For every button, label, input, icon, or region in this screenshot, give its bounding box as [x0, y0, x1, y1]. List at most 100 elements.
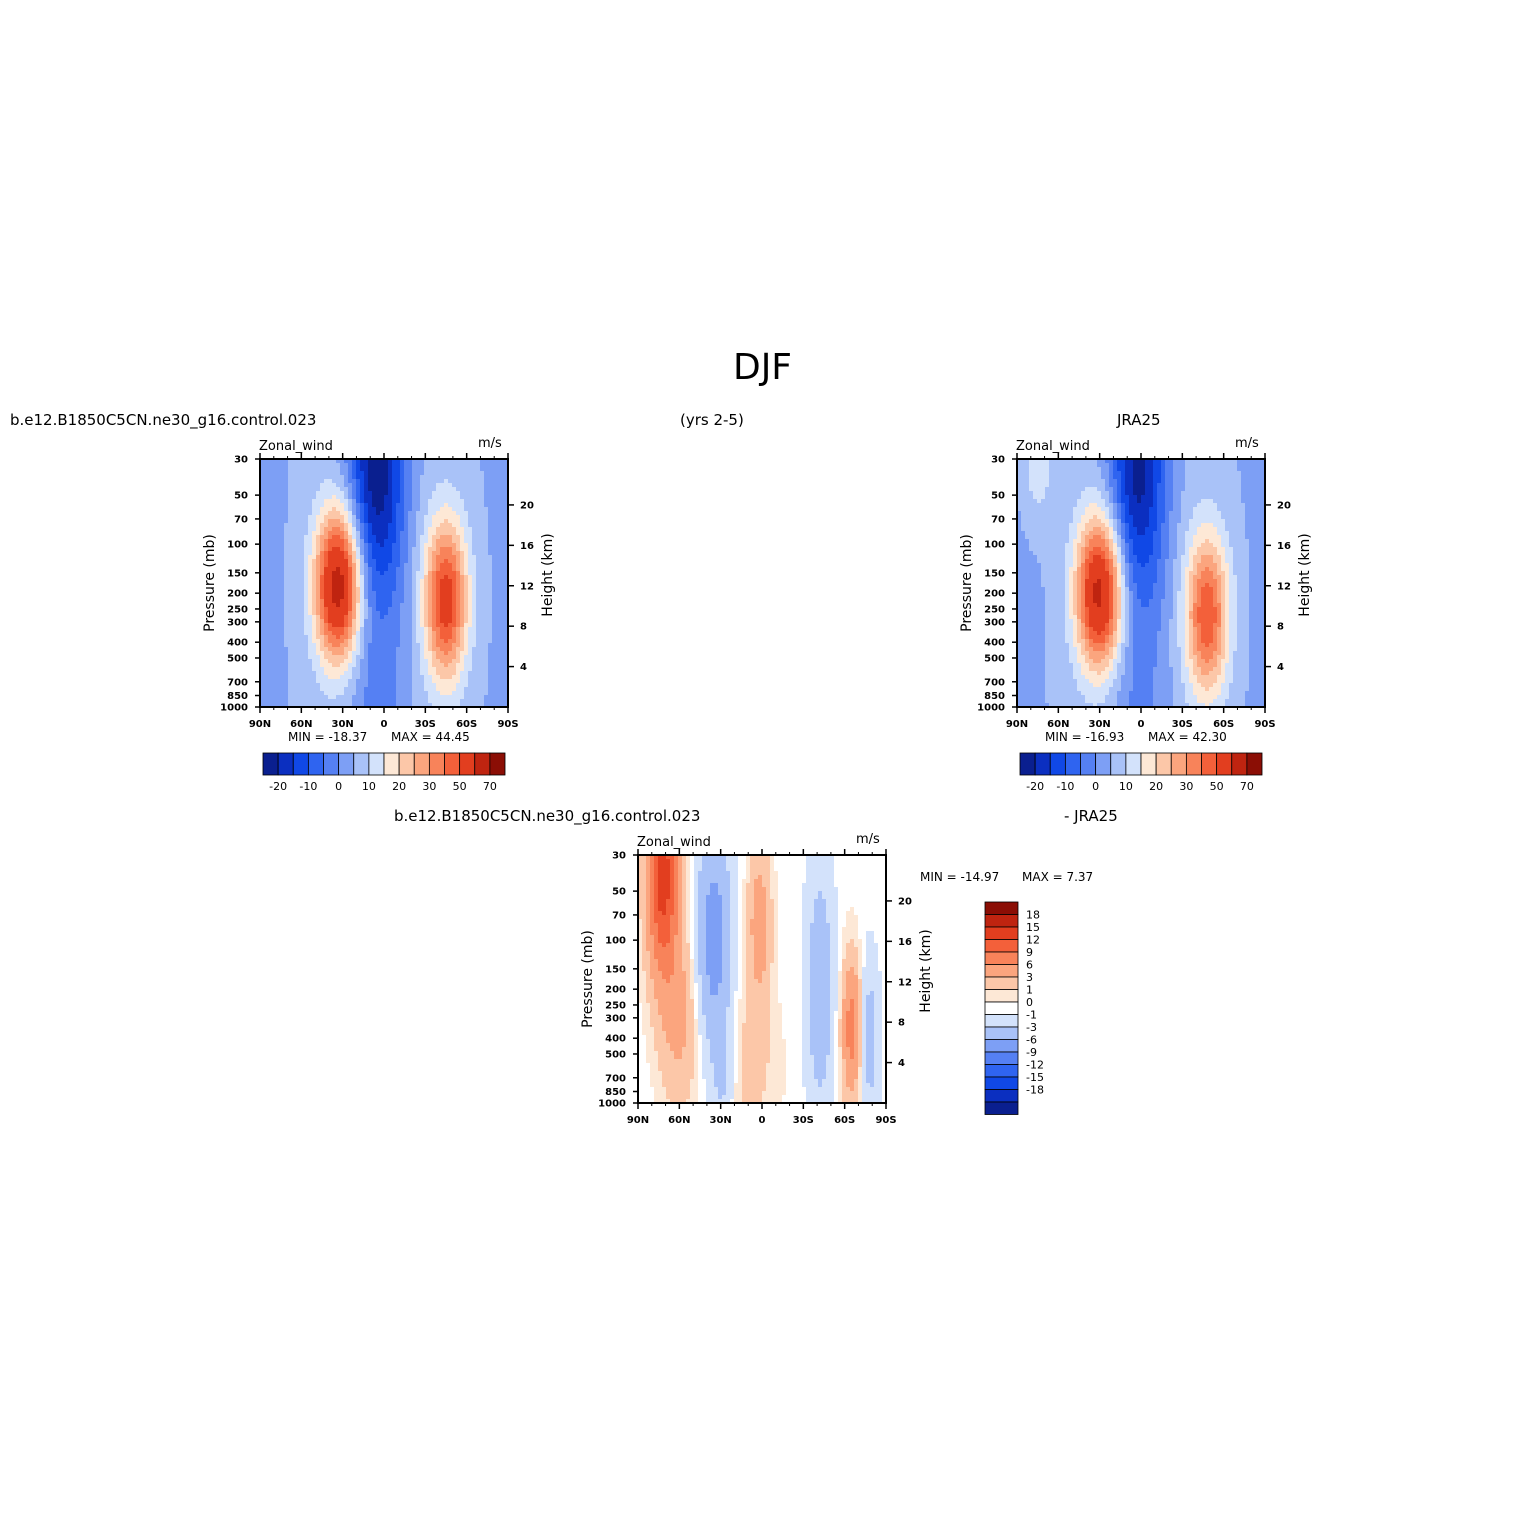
model-field-cell [488, 587, 493, 592]
obs-field-cell [1033, 607, 1038, 612]
obs-field-cell [1061, 519, 1066, 524]
model-field-cell [452, 463, 457, 468]
model-field-cell [288, 643, 293, 648]
obs-field-cell [1033, 511, 1038, 516]
obs-field-cell [1017, 531, 1022, 536]
model-field-cell [384, 471, 389, 476]
model-field-cell [340, 463, 345, 468]
model-field-cell [360, 567, 365, 572]
model-field-cell [316, 639, 321, 644]
model-field-cell [388, 623, 393, 628]
model-field-cell [292, 539, 297, 544]
obs-field-cell [1053, 515, 1058, 520]
model-field-cell [340, 535, 345, 540]
model-field-cell [288, 691, 293, 696]
model-field-cell [352, 643, 357, 648]
obs-field-cell [1069, 647, 1074, 652]
obs-field-cell [1057, 559, 1062, 564]
model-field-cell [280, 507, 285, 512]
model-field-cell [476, 591, 481, 596]
model-field-cell [312, 567, 317, 572]
model-field-cell [336, 579, 341, 584]
model-field-cell [268, 695, 273, 700]
model-field-cell [308, 511, 313, 516]
model-field-cell [456, 575, 461, 580]
obs-field-cell [1073, 599, 1078, 604]
model-field-cell [264, 615, 269, 620]
model-field-cell [472, 575, 477, 580]
model-field-cell [440, 651, 445, 656]
model-field-cell [504, 551, 508, 556]
model-field-cell [404, 611, 409, 616]
model-field-cell [432, 499, 437, 504]
model-field-cell [276, 499, 281, 504]
model-field-cell [472, 703, 477, 707]
obs-field-cell [1081, 671, 1086, 676]
model-field-cell [296, 651, 301, 656]
model-field-cell [424, 523, 429, 528]
model-field-cell [392, 575, 397, 580]
model-field-cell [476, 575, 481, 580]
model-field-cell [312, 663, 317, 668]
model-field-cell [452, 503, 457, 508]
model-field-cell [388, 679, 393, 684]
model-field-cell [440, 591, 445, 596]
obs-field-cell [1061, 619, 1066, 624]
model-field-cell [300, 627, 305, 632]
model-field-cell [408, 703, 413, 707]
model-field-cell [436, 475, 441, 480]
model-field-cell [264, 499, 269, 504]
model-field-cell [328, 607, 333, 612]
model-field-cell [328, 623, 333, 628]
model-field-cell [380, 631, 385, 636]
model-field-cell [308, 699, 313, 704]
model-field-cell [476, 495, 481, 500]
model-field-cell [304, 667, 309, 672]
model-field-cell [476, 527, 481, 532]
model-field-cell [352, 695, 357, 700]
model-field-cell [424, 703, 429, 707]
model-field-cell [380, 659, 385, 664]
model-field-cell [480, 495, 485, 500]
model-field-cell [368, 483, 373, 488]
model-field-cell [268, 699, 273, 704]
model-field-cell [276, 683, 281, 688]
model-field-cell [368, 603, 373, 608]
model-field-cell [268, 499, 273, 504]
model-field-cell [428, 639, 433, 644]
obs-field-cell [1021, 627, 1026, 632]
obs-field-cell [1081, 587, 1086, 592]
obs-field-cell [1081, 687, 1086, 692]
model-field-cell [456, 595, 461, 600]
model-field-cell [276, 631, 281, 636]
obs-field-cell [1045, 651, 1050, 656]
model-field-cell [296, 671, 301, 676]
model-field-cell [260, 607, 265, 612]
obs-field-cell [1069, 695, 1074, 700]
model-field-cell [272, 583, 277, 588]
obs-field-cell [1061, 567, 1066, 572]
model-field-cell [456, 463, 461, 468]
model-field-cell [284, 667, 289, 672]
obs-field-cell [1025, 655, 1030, 660]
model-field-cell [436, 615, 441, 620]
model-field-cell [288, 675, 293, 680]
model-field-cell [368, 539, 373, 544]
model-field-cell [468, 519, 473, 524]
obs-field-cell [1077, 683, 1082, 688]
obs-field-cell [1037, 615, 1042, 620]
model-field-cell [428, 643, 433, 648]
model-field-cell [428, 703, 433, 707]
model-field-cell [428, 583, 433, 588]
obs-field-cell [1085, 487, 1090, 492]
model-field-cell [464, 695, 469, 700]
model-field-cell [292, 507, 297, 512]
model-field-cell [300, 647, 305, 652]
obs-field-cell [1065, 691, 1070, 696]
obs-field-cell [1065, 595, 1070, 600]
model-field-cell [392, 647, 397, 652]
model-field-cell [352, 583, 357, 588]
model-field-cell [448, 459, 453, 464]
model-field-cell [368, 567, 373, 572]
model-field-cell [288, 495, 293, 500]
